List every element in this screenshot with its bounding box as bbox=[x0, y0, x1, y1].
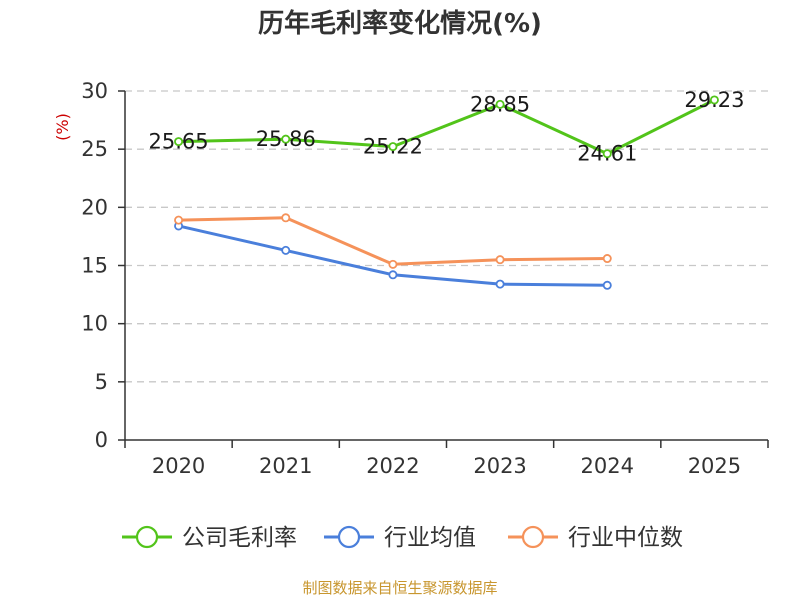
y-tick-label: 30 bbox=[81, 79, 108, 103]
legend-item-0[interactable]: 公司毛利率 bbox=[122, 525, 297, 551]
data-point-s0-2020 bbox=[174, 137, 184, 147]
legend-item-1[interactable]: 行业均值 bbox=[324, 525, 476, 551]
data-label-2023: 28.85 bbox=[470, 92, 530, 116]
legend-swatch-marker bbox=[337, 525, 361, 549]
y-tick-label: 5 bbox=[95, 370, 108, 394]
data-point-s2-2020 bbox=[174, 215, 184, 225]
y-tick-label: 15 bbox=[81, 254, 108, 278]
x-tick-label-2025: 2025 bbox=[688, 454, 741, 478]
data-point-s1-2021 bbox=[281, 245, 291, 255]
data-point-s0-2025 bbox=[709, 95, 719, 105]
data-point-s2-2023 bbox=[495, 255, 505, 265]
legend-swatch-marker bbox=[521, 525, 545, 549]
y-tick-label: 20 bbox=[81, 195, 108, 219]
data-point-s1-2022 bbox=[388, 270, 398, 280]
data-label-2022: 25.22 bbox=[363, 135, 423, 159]
data-label-2025: 29.23 bbox=[684, 88, 744, 112]
data-point-s0-2024 bbox=[602, 149, 612, 159]
source-note: 制图数据来自恒生聚源数据库 bbox=[302, 579, 497, 597]
series-line-0 bbox=[177, 98, 716, 156]
data-point-s0-2023 bbox=[495, 99, 505, 109]
data-label-2024: 24.61 bbox=[577, 142, 637, 166]
x-tick-label-2020: 2020 bbox=[152, 454, 205, 478]
y-axis-unit-label: (%) bbox=[53, 113, 72, 141]
data-point-s0-2021 bbox=[281, 134, 291, 144]
x-tick-label-2021: 2021 bbox=[259, 454, 312, 478]
data-label-2021: 25.86 bbox=[256, 127, 316, 151]
legend[interactable]: 公司毛利率 行业均值 行业中位数 bbox=[122, 525, 683, 551]
data-label-2020: 25.65 bbox=[149, 130, 209, 154]
data-point-s2-2021 bbox=[281, 213, 291, 223]
legend-label: 行业均值 bbox=[384, 525, 476, 551]
chart-title: 历年毛利率变化情况(%) bbox=[258, 8, 542, 39]
legend-item-2[interactable]: 行业中位数 bbox=[508, 525, 683, 551]
y-tick-label: 0 bbox=[95, 428, 108, 452]
legend-label: 公司毛利率 bbox=[182, 525, 297, 551]
data-point-s2-2024 bbox=[602, 254, 612, 264]
data-point-s0-2022 bbox=[388, 142, 398, 152]
series-layer bbox=[174, 95, 719, 290]
y-tick-label: 10 bbox=[81, 312, 108, 336]
legend-label: 行业中位数 bbox=[568, 525, 683, 551]
x-tick-label-2024: 2024 bbox=[581, 454, 634, 478]
x-tick-label-2022: 2022 bbox=[366, 454, 419, 478]
x-tick-label-2023: 2023 bbox=[473, 454, 526, 478]
data-point-s1-2023 bbox=[495, 279, 505, 289]
data-point-s2-2022 bbox=[388, 259, 398, 269]
data-labels: 25.65 25.86 25.22 28.85 24.61 29.23 bbox=[149, 88, 745, 166]
data-point-s1-2024 bbox=[602, 280, 612, 290]
legend-swatch-marker bbox=[135, 525, 159, 549]
y-tick-label: 25 bbox=[81, 137, 108, 161]
